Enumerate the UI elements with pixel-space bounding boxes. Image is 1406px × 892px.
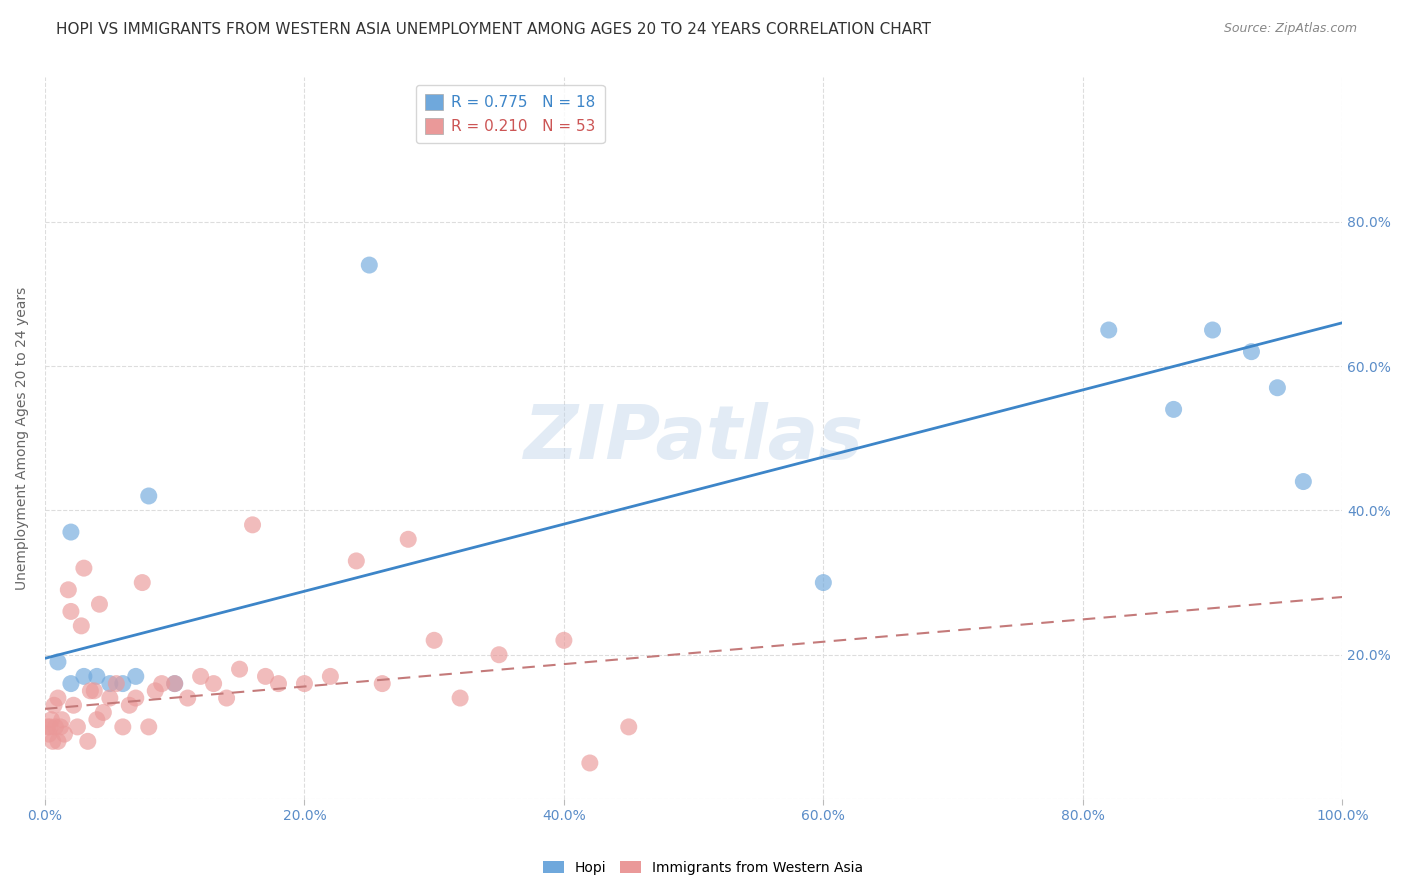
Point: [449, 691, 471, 706]
Legend: R = 0.775   N = 18, R = 0.210   N = 53: R = 0.775 N = 18, R = 0.210 N = 53: [416, 85, 605, 143]
Point: [66, 720, 89, 734]
Point: [1201, 323, 1223, 337]
Point: [143, 683, 166, 698]
Point: [46, 691, 69, 706]
Point: [131, 575, 153, 590]
Text: HOPI VS IMMIGRANTS FROM WESTERN ASIA UNEMPLOYMENT AMONG AGES 20 TO 24 YEARS CORR: HOPI VS IMMIGRANTS FROM WESTERN ASIA UNE…: [56, 22, 931, 37]
Point: [105, 676, 128, 690]
Point: [111, 720, 134, 734]
Point: [163, 676, 186, 690]
Point: [228, 662, 250, 676]
Point: [59, 676, 82, 690]
Legend: Hopi, Immigrants from Western Asia: Hopi, Immigrants from Western Asia: [537, 855, 869, 880]
Point: [93, 706, 115, 720]
Point: [59, 604, 82, 618]
Point: [111, 676, 134, 690]
Point: [53, 727, 76, 741]
Point: [423, 633, 446, 648]
Point: [344, 554, 367, 568]
Point: [76, 734, 98, 748]
Y-axis label: Unemployment Among Ages 20 to 24 years: Unemployment Among Ages 20 to 24 years: [15, 286, 30, 590]
Point: [79, 683, 101, 698]
Point: [37, 720, 59, 734]
Point: [89, 597, 111, 611]
Point: [1098, 323, 1121, 337]
Point: [1267, 381, 1289, 395]
Point: [242, 517, 264, 532]
Point: [49, 720, 72, 734]
Point: [58, 582, 80, 597]
Point: [98, 691, 121, 706]
Point: [86, 669, 108, 683]
Point: [138, 720, 160, 734]
Point: [267, 676, 290, 690]
Point: [617, 720, 640, 734]
Point: [59, 524, 82, 539]
Point: [163, 676, 186, 690]
Point: [215, 691, 238, 706]
Point: [294, 676, 316, 690]
Text: ZIPatlas: ZIPatlas: [523, 401, 863, 475]
Point: [359, 258, 381, 272]
Point: [62, 698, 84, 713]
Point: [73, 561, 96, 575]
Point: [125, 691, 148, 706]
Point: [38, 727, 60, 741]
Point: [118, 698, 141, 713]
Point: [176, 691, 198, 706]
Point: [125, 669, 148, 683]
Point: [138, 489, 160, 503]
Point: [41, 713, 63, 727]
Point: [488, 648, 510, 662]
Point: [254, 669, 277, 683]
Point: [46, 655, 69, 669]
Point: [202, 676, 225, 690]
Point: [553, 633, 575, 648]
Point: [42, 698, 65, 713]
Point: [396, 533, 419, 547]
Point: [44, 720, 66, 734]
Point: [86, 713, 108, 727]
Point: [319, 669, 342, 683]
Point: [42, 734, 65, 748]
Point: [1292, 475, 1315, 489]
Point: [813, 575, 835, 590]
Point: [150, 676, 173, 690]
Point: [73, 669, 96, 683]
Point: [579, 756, 602, 770]
Point: [39, 720, 62, 734]
Point: [190, 669, 212, 683]
Point: [98, 676, 121, 690]
Point: [1163, 402, 1185, 417]
Point: [70, 619, 93, 633]
Text: Source: ZipAtlas.com: Source: ZipAtlas.com: [1223, 22, 1357, 36]
Point: [83, 683, 105, 698]
Point: [51, 713, 73, 727]
Point: [371, 676, 394, 690]
Point: [46, 734, 69, 748]
Point: [1240, 344, 1263, 359]
